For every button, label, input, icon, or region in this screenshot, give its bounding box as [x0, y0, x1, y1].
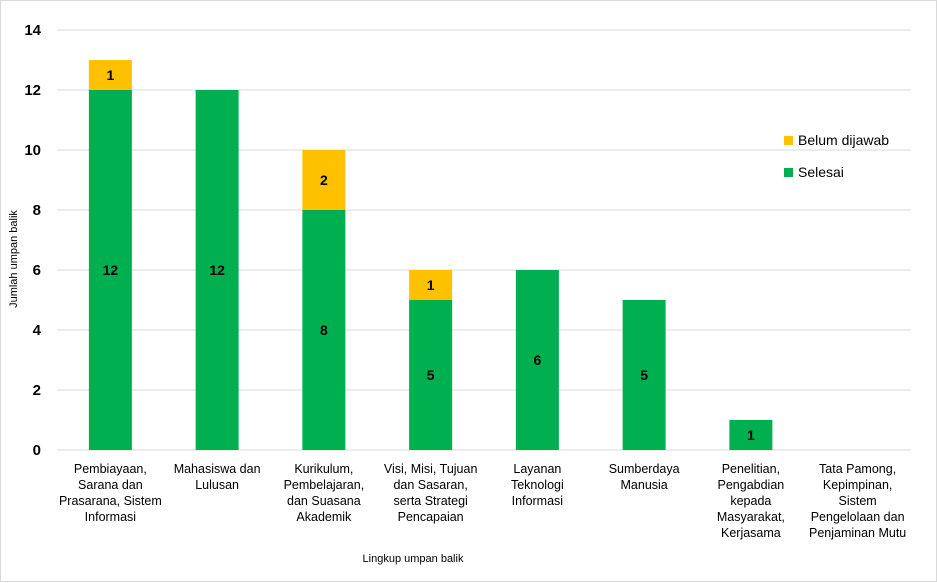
bar-segment: [88, 60, 132, 90]
legend-swatch: [784, 168, 793, 177]
legend-label: Belum dijawab: [798, 132, 889, 148]
gridlines: [57, 29, 911, 451]
data-label: 5: [427, 367, 435, 383]
y-tick-label: 12: [24, 82, 41, 99]
data-label: 5: [640, 367, 648, 383]
data-label: 8: [320, 322, 328, 338]
bar-segment: [515, 270, 559, 450]
bar-segment: [409, 270, 453, 300]
y-tick-label: 14: [24, 22, 41, 39]
legend-swatch: [784, 136, 793, 145]
y-tick-label: 0: [33, 442, 41, 459]
y-axis-ticks: 0 2 4 6 8 10 12 14: [24, 22, 41, 459]
y-tick-label: 6: [33, 262, 41, 279]
x-category-label: Tata Pamong, Kepimpinan, Sistem Pengelolaan…: [809, 462, 906, 540]
x-category-label: Sumberdaya Manusia: [609, 462, 680, 492]
bar-segment: [195, 90, 239, 450]
y-axis-title: Jumlah umpan balik: [8, 210, 20, 308]
bar-segment: [622, 300, 666, 450]
y-tick-label: 10: [24, 142, 41, 159]
x-category-label: Layanan Teknologi Informasi: [511, 462, 564, 508]
data-label: 2: [320, 172, 328, 188]
data-labels: 12 1 12 8 2 5 1 6 5 1: [103, 67, 755, 443]
bar-segment: [302, 210, 346, 450]
x-category-label: Kurikulum, Pembelajaran, dan Suasana Akadem…: [284, 462, 365, 524]
bar-segment: [409, 300, 453, 450]
x-category-label: Mahasiswa dan Lulusan: [174, 462, 261, 492]
data-label: 12: [103, 262, 119, 278]
x-axis-categories: Pembiayaan, Sarana dan Prasarana, Sistem In…: [59, 462, 906, 540]
data-label: 12: [209, 262, 225, 278]
y-tick-label: 2: [33, 382, 41, 399]
data-label: 6: [533, 352, 541, 368]
legend: Belum dijawab Selesai: [784, 132, 889, 180]
x-category-label: Penelitian, Pengabdian kepada Masyarakat, Ke…: [717, 462, 785, 540]
x-category-label: Pembiayaan, Sarana dan Prasarana, Sistem In…: [59, 462, 162, 524]
bar-segment: [302, 150, 346, 210]
bar-segment: [88, 90, 132, 450]
x-axis-title: Lingkup umpan balik: [363, 553, 464, 565]
data-label: 1: [427, 277, 435, 293]
bar-segment: [729, 420, 773, 450]
bars: [88, 60, 773, 450]
data-label: 1: [106, 67, 114, 83]
y-tick-label: 8: [33, 202, 41, 219]
y-tick-label: 4: [33, 322, 42, 339]
x-category-label: Visi, Misi, Tujuan dan Sasaran, serta Stra…: [384, 462, 478, 524]
data-label: 1: [747, 427, 755, 443]
legend-label: Selesai: [798, 164, 844, 180]
